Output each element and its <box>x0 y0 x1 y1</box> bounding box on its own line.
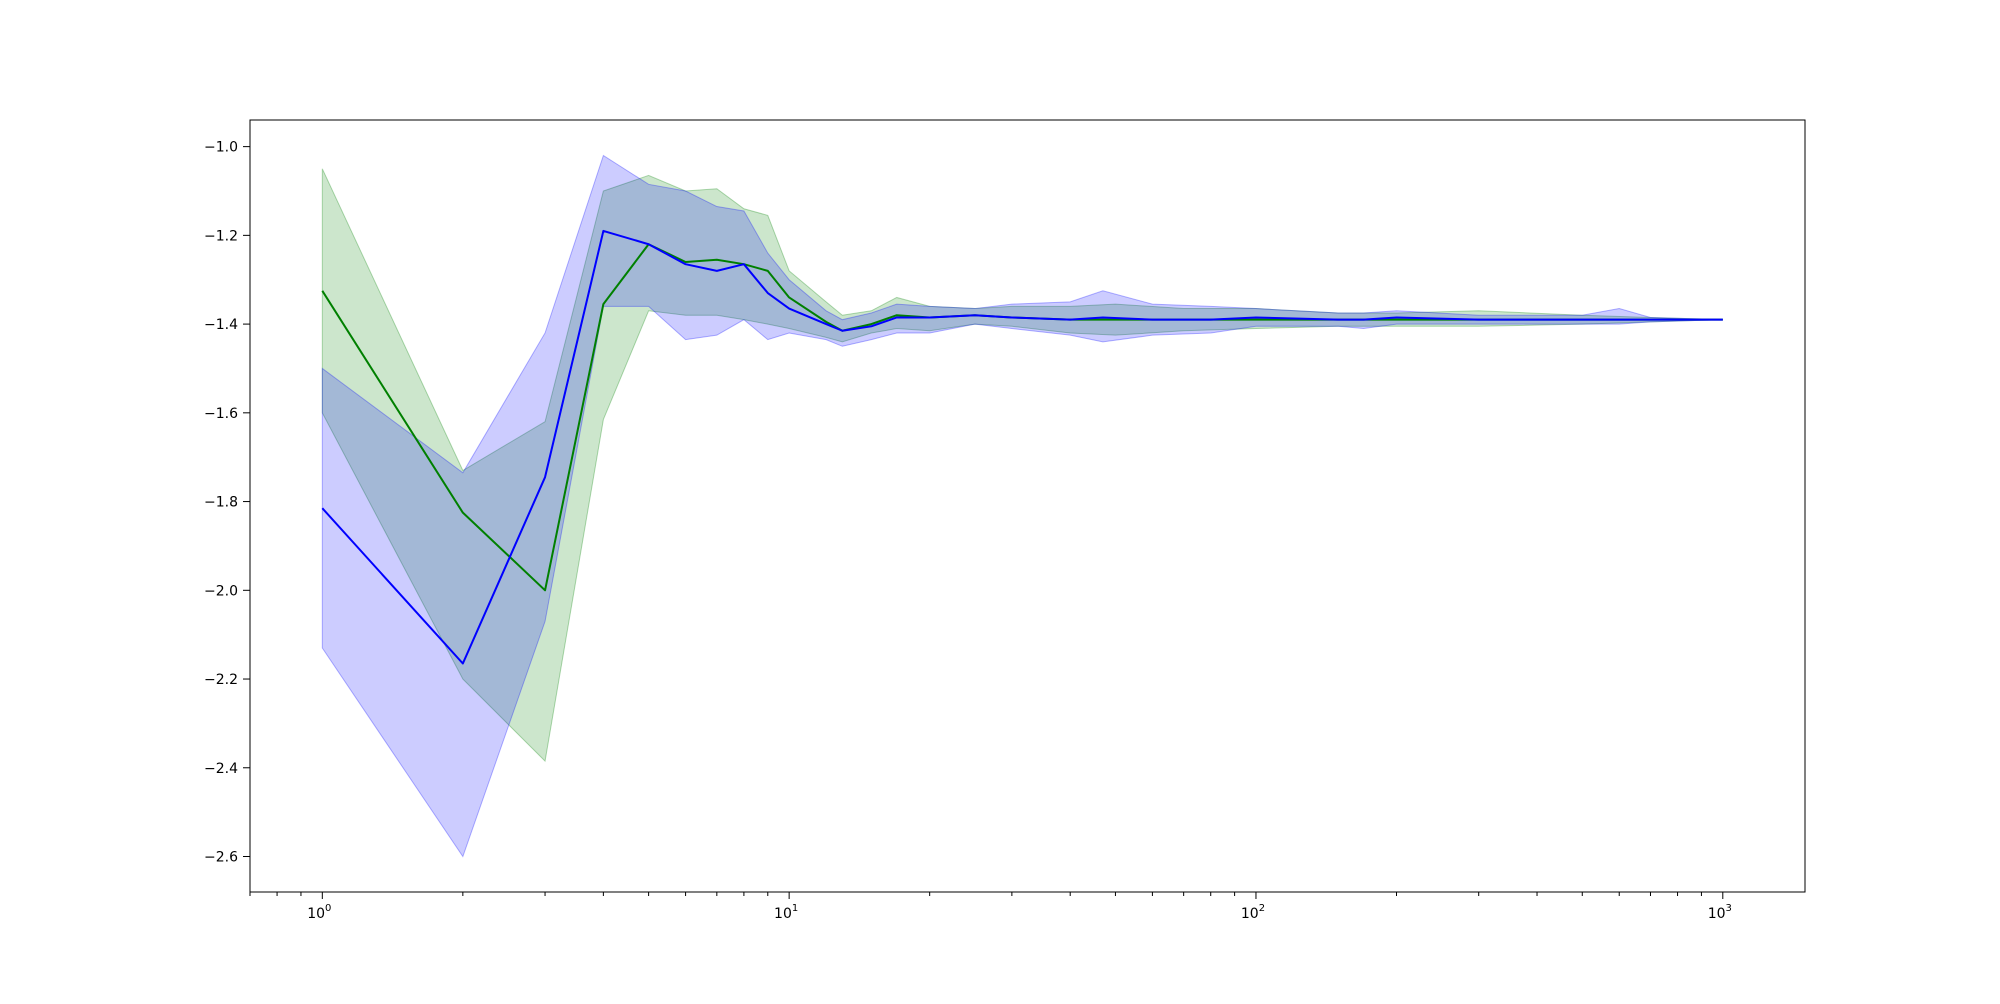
x-tick-label: 102 <box>1241 903 1265 922</box>
y-tick-label: −1.6 <box>204 406 238 422</box>
x-tick-label: 100 <box>307 903 331 922</box>
y-tick-label: −1.0 <box>204 140 238 156</box>
x-axis: 100 101 102 103 <box>249 892 1732 922</box>
y-tick-label: −2.4 <box>204 761 238 777</box>
y-tick-label: −1.8 <box>204 495 238 511</box>
series-lines <box>321 229 1723 665</box>
y-tick-label: −2.6 <box>204 850 238 866</box>
y-tick-label: −1.2 <box>204 228 238 244</box>
confidence-bands <box>321 154 1723 858</box>
y-tick-label: −1.4 <box>204 317 238 333</box>
y-tick-label: −2.2 <box>204 672 238 688</box>
plot-frame <box>249 119 1806 893</box>
x-tick-label: 103 <box>1708 903 1732 922</box>
y-axis: −1.0 −1.2 −1.4 −1.6 −1.8 −2.0 −2.2 −2.4 −2.6 <box>204 140 250 866</box>
x-tick-label: 101 <box>774 903 798 922</box>
y-tick-label: −2.0 <box>204 583 238 599</box>
series-1-band <box>321 168 1723 763</box>
series-2-line <box>321 229 1723 665</box>
series-2-band <box>321 154 1723 858</box>
